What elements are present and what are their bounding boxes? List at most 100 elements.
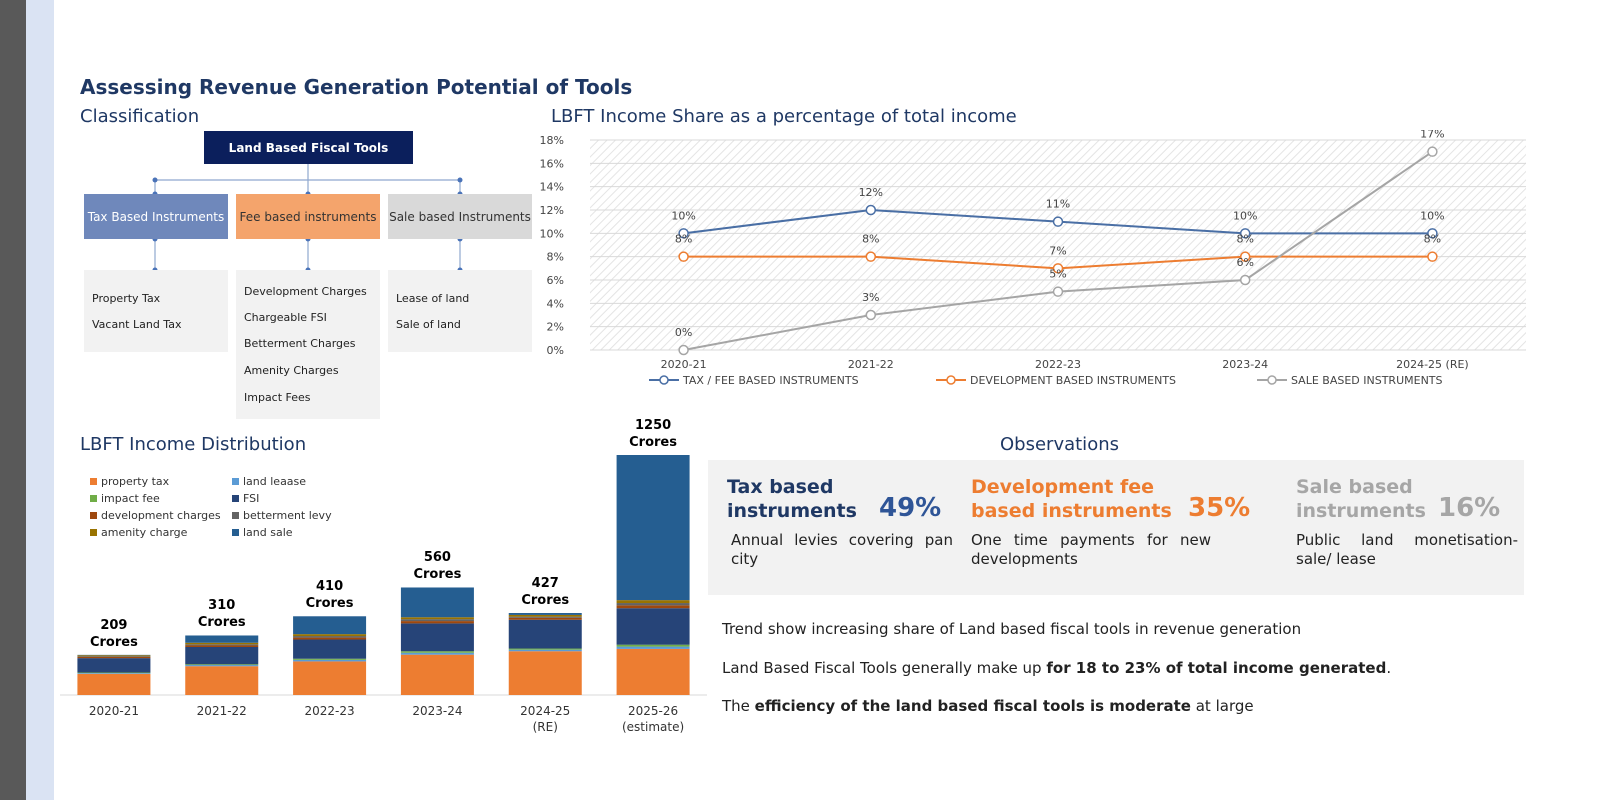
text: at large — [1190, 697, 1254, 715]
legend-swatch — [90, 529, 97, 536]
bar-segment — [293, 637, 367, 640]
x-tick-label: 2023-24 — [412, 704, 463, 718]
bar-segment — [508, 614, 582, 617]
item: Lease of land — [396, 292, 470, 305]
bar-chart: property tax land leaase impact fee FSI deve… — [0, 0, 720, 800]
x-tick-label: 2022-23 — [1035, 358, 1081, 371]
y-tick-label: 0% — [547, 344, 564, 357]
bar-segment — [616, 646, 690, 649]
observation-card: Tax based instruments 49% Annual levies co… — [727, 475, 967, 569]
total-label: 310 Crores — [197, 598, 246, 631]
card-percent: 16% — [1438, 493, 1501, 523]
card-percent: 49% — [879, 493, 942, 523]
text: . — [1386, 659, 1392, 677]
bar-segment — [293, 658, 367, 660]
card-title: Sale based instruments — [1296, 476, 1426, 522]
legend-swatch — [90, 478, 97, 485]
bar-segment — [185, 644, 259, 646]
legend-label: land sale — [243, 526, 293, 539]
bar-segment — [185, 642, 259, 645]
bar-plot: property tax land leaase impact fee FSI deve… — [60, 455, 707, 696]
bar-segment — [508, 649, 582, 652]
y-tick-label: 6% — [547, 274, 564, 287]
data-point — [1239, 228, 1251, 239]
bar-segment — [77, 673, 151, 674]
bar-segment — [616, 644, 690, 647]
data-label: 10% — [1233, 209, 1257, 222]
x-tick-label: 2025-26 (estimate) — [621, 704, 685, 734]
x-tick-label: 2021-22 — [196, 704, 247, 718]
bar-segment — [185, 664, 259, 666]
bar-segment — [185, 647, 259, 665]
item: Betterment Charges — [244, 337, 356, 350]
bar-segment — [293, 659, 367, 662]
title: Assessing Revenue Generation Potential o… — [80, 75, 633, 99]
observation-card: Sale based instruments 16% Public land mon… — [1296, 475, 1536, 569]
total-label: 410 Crores — [305, 579, 354, 612]
bar-segment — [77, 656, 151, 659]
bar-segment — [616, 608, 690, 645]
bar-segment — [185, 665, 259, 667]
bar-segment — [508, 619, 582, 649]
observation-card: Development fee based instruments 35% One … — [971, 475, 1271, 569]
bar-segment — [77, 656, 151, 657]
y-tick-label: 8% — [547, 251, 564, 264]
legend-label: FSI — [243, 492, 259, 505]
bar-segment — [400, 619, 474, 622]
data-point — [1427, 228, 1438, 239]
bar-segment — [508, 616, 582, 618]
legend-label: amenity charge — [101, 526, 188, 539]
data-label: 5% — [1049, 268, 1066, 281]
data-label: 10% — [671, 209, 695, 222]
data-label: 17% — [1420, 130, 1444, 141]
item: Vacant Land Tax — [92, 318, 182, 331]
legend-swatch — [90, 512, 97, 519]
total-label: 209 Crores — [89, 617, 138, 650]
data-point — [1427, 251, 1438, 262]
bar-segment — [616, 600, 690, 604]
observation-line: The efficiency of the land based fiscal … — [722, 697, 1254, 715]
item-box: Development Charges Chargeable FSI Bette… — [236, 270, 380, 419]
total-label: 427 Crores — [521, 576, 570, 609]
data-point — [678, 251, 689, 262]
data-point — [1052, 263, 1064, 274]
legend-swatch — [232, 529, 239, 536]
data-point — [678, 228, 689, 239]
bar-segment — [400, 621, 474, 624]
chart-title: LBFT Income Share as a percentage of tot… — [551, 106, 1017, 127]
group-node: Sale based Instruments — [388, 194, 532, 239]
total-label: 560 Crores — [413, 550, 462, 583]
item: Sale of land — [396, 318, 461, 331]
bar-segment — [293, 636, 367, 638]
legend-swatch — [232, 478, 239, 485]
card-text: One time payments for new developments — [971, 531, 1211, 568]
legend-label: property tax — [101, 475, 170, 488]
card-text: Public land monetisation- sale/ lease — [1296, 531, 1518, 568]
legend-marker — [659, 375, 669, 385]
bar-segment — [293, 616, 367, 635]
data-label: 7% — [1049, 244, 1066, 257]
legend-swatch — [232, 512, 239, 519]
text: efficiency of the land based fiscal tool… — [754, 697, 1191, 715]
bar-segment — [616, 605, 690, 609]
item: Impact Fees — [244, 391, 311, 404]
bar-segment — [293, 661, 367, 695]
group-node: Tax Based Instruments — [84, 194, 228, 239]
observation-line: Trend show increasing share of Land base… — [722, 620, 1301, 638]
plot-area — [590, 140, 1526, 350]
legend-label: betterment levy — [243, 509, 332, 522]
legend-marker — [1267, 375, 1277, 385]
y-tick-label: 14% — [540, 181, 564, 194]
x-tick-label: 2024-25 (RE) — [520, 704, 571, 734]
legend-marker — [946, 375, 956, 385]
bar-segment — [508, 648, 582, 650]
data-label: 6% — [1236, 256, 1253, 269]
data-point — [1052, 216, 1064, 227]
data-label: 8% — [1424, 233, 1441, 246]
data-point — [865, 251, 877, 262]
x-tick-label: 2022-23 — [304, 704, 355, 718]
legend-label: development charges — [101, 509, 221, 522]
bar-segment — [400, 587, 474, 618]
text: Land Based Fiscal Tools generally make u… — [722, 659, 1047, 677]
